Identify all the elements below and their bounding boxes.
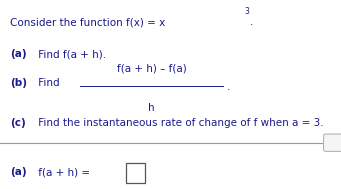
Text: (a): (a) xyxy=(10,167,27,177)
Text: ...: ... xyxy=(332,140,338,145)
Text: (b): (b) xyxy=(10,78,27,88)
Text: 3: 3 xyxy=(245,7,250,16)
Text: (c): (c) xyxy=(10,118,26,128)
Text: .: . xyxy=(227,82,230,92)
Bar xyxy=(126,163,145,183)
Text: Find the instantaneous rate of change of f when a = 3.: Find the instantaneous rate of change of… xyxy=(35,118,323,128)
Text: (a): (a) xyxy=(10,49,27,59)
Text: f(a + h) =: f(a + h) = xyxy=(35,167,93,177)
Text: .: . xyxy=(250,17,253,27)
Text: Consider the function f(x) = x: Consider the function f(x) = x xyxy=(10,17,165,27)
Text: f(a + h) – f(a): f(a + h) – f(a) xyxy=(117,63,187,73)
Text: h: h xyxy=(148,103,155,113)
Text: Find: Find xyxy=(35,78,59,88)
Text: Find f(a + h).: Find f(a + h). xyxy=(35,49,106,59)
FancyBboxPatch shape xyxy=(324,134,341,151)
